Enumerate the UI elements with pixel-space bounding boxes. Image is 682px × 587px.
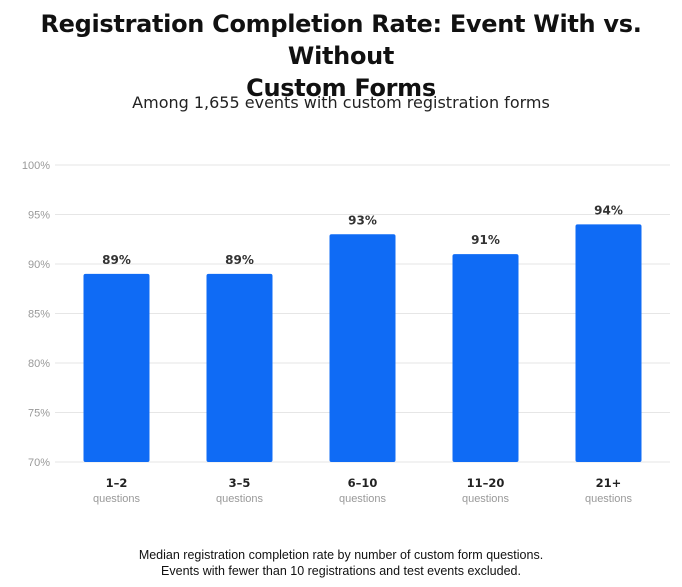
y-tick-label: 85% [28,309,50,321]
footnote-line-2: Events with fewer than 10 registrations … [161,564,521,578]
data-label: 94% [594,203,623,217]
data-label: 91% [471,233,500,247]
chart-title-line-2: Custom Forms [246,74,436,102]
y-tick-label: 90% [28,259,50,271]
chart-title-line-1: Registration Completion Rate: Event With… [40,10,642,70]
bar [452,254,519,462]
chart-subtitle: Among 1,655 events with custom registrat… [132,93,550,112]
bar-chart: 100% 95% 90% 85% 80% 75% 70% 89% 1–2 questions 89%… [22,160,670,505]
y-tick-label: 100% [22,160,50,172]
y-tick-label: 70% [28,457,50,469]
bar [575,224,642,462]
chart-title: Registration Completion Rate: Event With… [0,8,682,104]
data-label: 89% [225,253,254,267]
x-tick-sublabel: questions [93,493,141,505]
x-tick-label: 11–20 [467,476,505,490]
x-tick-label: 21+ [596,476,622,490]
data-label: 93% [348,213,377,227]
data-label: 89% [102,253,131,267]
x-tick-sublabel: questions [585,493,633,505]
chart-footnote: Median registration completion rate by n… [0,547,682,579]
x-tick-sublabel: questions [462,493,510,505]
x-tick-label: 3–5 [229,476,251,490]
bar [83,273,150,462]
y-tick-label: 95% [28,210,50,222]
y-tick-label: 80% [28,358,50,370]
y-tick-label: 75% [28,408,50,420]
bar [206,273,273,462]
footnote-line-1: Median registration completion rate by n… [138,548,544,562]
x-tick-sublabel: questions [216,493,264,505]
x-tick-sublabel: questions [339,493,387,505]
bar [329,234,396,462]
x-tick-label: 6–10 [348,476,378,490]
x-tick-label: 1–2 [106,476,128,490]
